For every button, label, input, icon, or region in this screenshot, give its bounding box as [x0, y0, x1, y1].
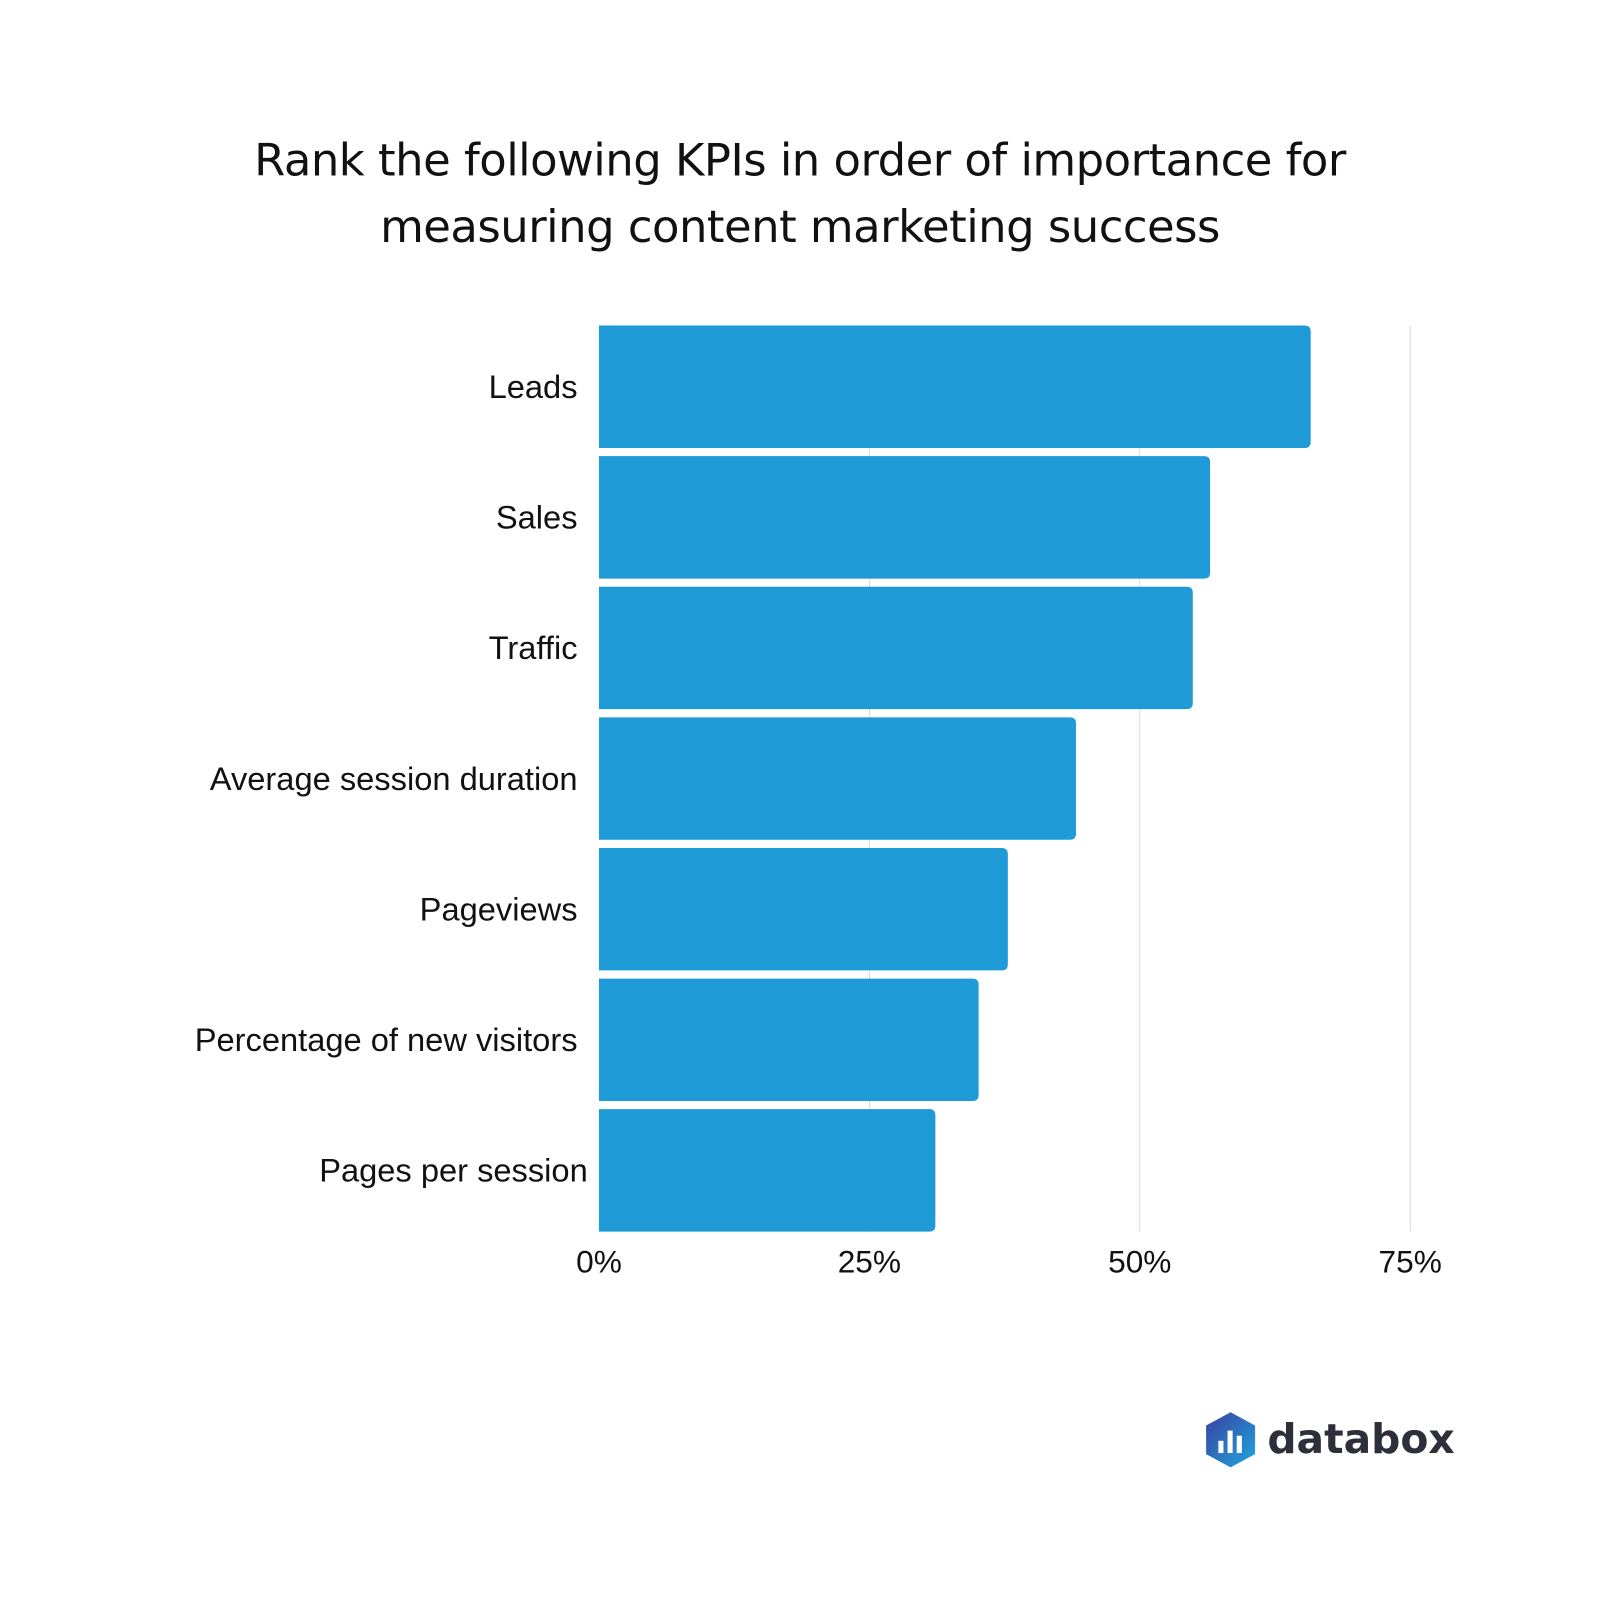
x-tick-label: 50% [1108, 1243, 1171, 1279]
y-category-label: Sales [496, 499, 578, 536]
chart-title: Rank the following KPIs in order of impo… [0, 128, 1600, 261]
chart-title-line-1: Rank the following KPIs in order of impo… [254, 134, 1346, 187]
x-tick-label: 25% [838, 1243, 901, 1279]
databox-logo: databox [1204, 1410, 1455, 1469]
bar-pages-per-session [598, 1109, 936, 1232]
chart-title-line-2: measuring content marketing success [380, 201, 1220, 254]
bar-average-session-duration [598, 717, 1076, 840]
x-tick-label: 0% [576, 1243, 622, 1279]
bar-leads [598, 325, 1311, 448]
bar-sales [598, 456, 1211, 579]
y-category-label: Pages per session [319, 1152, 588, 1189]
bar-percentage-of-new-visitors [598, 978, 979, 1102]
y-category-label: Average session duration [210, 760, 578, 797]
y-category-label: Traffic [489, 629, 578, 666]
databox-logo-icon [1206, 1412, 1256, 1468]
y-category-label: Pageviews [420, 890, 578, 927]
y-category-label: Leads [489, 368, 578, 405]
bar-traffic [598, 586, 1193, 710]
databox-logo-text: databox [1267, 1416, 1455, 1464]
y-category-label: Percentage of new visitors [195, 1021, 578, 1058]
bar-pageviews [598, 847, 1008, 971]
x-tick-label: 75% [1379, 1243, 1442, 1279]
